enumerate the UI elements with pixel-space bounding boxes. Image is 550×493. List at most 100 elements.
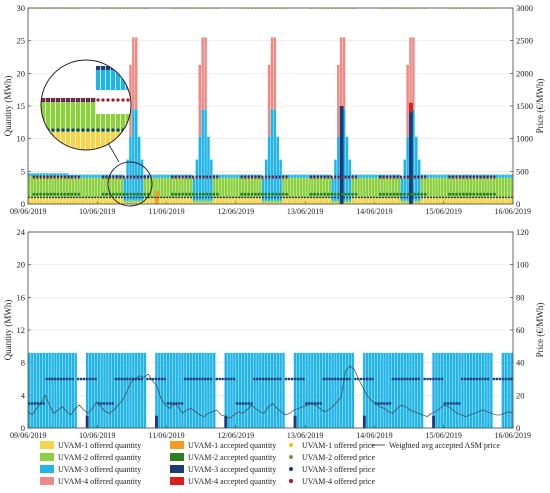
bar-uvam3 xyxy=(143,352,147,428)
uvam-3-offered-price-point xyxy=(42,402,45,405)
uvam-3-offered-price-point xyxy=(71,377,74,381)
bar-uvam1 xyxy=(276,202,279,204)
bar-uvam3 xyxy=(357,174,360,178)
bar-uvam1 xyxy=(345,202,349,204)
bar-uvam3 xyxy=(458,352,461,428)
y-tick-label: 0 xyxy=(21,199,25,209)
bar-uvam3 xyxy=(100,174,103,178)
uvam-2-offered-price-point xyxy=(455,192,458,196)
bar-uvam2 xyxy=(192,200,196,203)
uvam-2-offered-price-point xyxy=(264,192,268,196)
uvam-3-offered-price-point xyxy=(279,377,282,381)
bar-uvam3 xyxy=(270,109,274,201)
uvam-4-offered-price-point xyxy=(121,98,125,102)
bar-uvam1 xyxy=(160,197,164,204)
bar-uvam2 xyxy=(438,177,441,198)
bar-uvam3 xyxy=(276,136,279,201)
bar-uvam1 xyxy=(126,202,129,204)
bar-uvam2 xyxy=(374,177,378,198)
bar-uvam1 xyxy=(288,197,291,204)
accepted-uvam3-bar xyxy=(432,415,436,428)
bar-uvam3 xyxy=(85,352,89,428)
bar-uvam2 xyxy=(490,177,493,198)
bar-uvam3 xyxy=(498,174,502,178)
bar-uvam2 xyxy=(389,177,392,198)
uvam-4-offered-price-point xyxy=(185,176,188,179)
uvam-2-offered-price-point xyxy=(122,192,126,196)
bar-uvam2 xyxy=(101,114,106,132)
bar-uvam2 xyxy=(45,176,49,198)
bar-uvam3 xyxy=(299,352,303,428)
uvam-3-offered-price-point xyxy=(45,377,48,381)
uvam-3-offered-price-point xyxy=(270,377,273,381)
bar-uvam3 xyxy=(345,136,349,201)
uvam-2-offered-price-point xyxy=(337,192,341,196)
bar-uvam1 xyxy=(221,197,225,204)
uvam-3-offered-price-point xyxy=(383,402,386,405)
uvam-4-offered-price-point xyxy=(129,176,132,179)
bar-uvam3 xyxy=(446,352,450,428)
uvam-4-offered-price-point xyxy=(282,176,285,179)
bar-uvam1 xyxy=(302,197,305,204)
top-plot-frame xyxy=(27,7,514,205)
bar-uvam1 xyxy=(259,197,262,204)
bar-uvam1 xyxy=(86,132,91,150)
uvam-2-offered-price-point xyxy=(209,192,212,196)
uvam-4-offered-price-point xyxy=(43,176,46,179)
bar-uvam3 xyxy=(394,352,398,428)
uvam-4-offered-price-point xyxy=(472,176,475,179)
uvam-4-offered-price-point xyxy=(406,176,409,179)
uvam-4-offered-price-point xyxy=(420,176,423,179)
bar-uvam1 xyxy=(101,132,106,150)
uvam-2-offered-price-point xyxy=(278,192,282,196)
bar-uvam1 xyxy=(212,197,216,204)
bar-uvam3 xyxy=(129,136,132,201)
bar-uvam1 xyxy=(71,132,76,150)
uvam-4-offered-price-point xyxy=(268,176,271,179)
uvam-4-offered-price-point xyxy=(74,176,77,179)
uvam-4-offered-price-point xyxy=(313,176,316,179)
legend-label: UVAM-3 offered quantity xyxy=(58,465,141,474)
bar-uvam3 xyxy=(446,174,450,178)
uvam-3-offered-price-point xyxy=(114,377,117,381)
uvam-4-offered-price-point xyxy=(53,176,56,179)
bar-uvam3 xyxy=(475,352,479,428)
uvam-3-offered-price-point xyxy=(111,128,115,132)
uvam-3-offered-price-point xyxy=(88,377,91,381)
uvam-3-offered-price-point xyxy=(163,377,166,381)
bar-uvam2 xyxy=(337,200,340,203)
bar-uvam1 xyxy=(48,197,51,204)
bar-uvam3 xyxy=(186,174,190,178)
bar-uvam1 xyxy=(311,197,314,204)
bar-uvam2 xyxy=(186,177,190,198)
uvam-3-offered-price-point xyxy=(258,377,262,381)
bar-uvam1 xyxy=(282,197,285,204)
bar-uvam3 xyxy=(305,352,308,428)
uvam-4-offered-price-point xyxy=(102,176,105,179)
bar-uvam3 xyxy=(331,177,334,201)
uvam-2-offered-price-point xyxy=(261,192,264,196)
bar-uvam3 xyxy=(88,352,92,428)
bar-uvam1 xyxy=(328,197,331,204)
uvam-2-offered-price-point xyxy=(420,192,424,196)
bar-uvam3 xyxy=(48,173,51,177)
bar-uvam2 xyxy=(224,177,227,198)
uvam-3-offered-price-point xyxy=(71,128,75,132)
uvam-4-offered-price-point xyxy=(174,176,177,179)
uvam-2-offered-price-point xyxy=(309,192,313,196)
legend-label: UVAM-1 offered price xyxy=(302,441,375,450)
x-tick-label: 16/06/2019 xyxy=(495,431,531,440)
uvam-3-offered-price-point xyxy=(478,377,481,381)
bar-uvam2 xyxy=(41,102,46,114)
uvam-3-offered-price-point xyxy=(334,377,337,381)
uvam-4-offered-price-point xyxy=(399,176,402,179)
bar-uvam2 xyxy=(467,177,470,198)
bar-uvam2 xyxy=(175,177,178,198)
bar-uvam3 xyxy=(101,66,106,70)
bar-uvam2 xyxy=(126,200,129,203)
uvam-4-offered-price-point xyxy=(209,176,212,179)
uvam-4-offered-price-point xyxy=(205,176,208,179)
uvam-2-offered-price-point xyxy=(271,192,275,196)
bar-uvam2 xyxy=(111,114,116,132)
uvam-4-offered-price-point xyxy=(465,176,468,179)
